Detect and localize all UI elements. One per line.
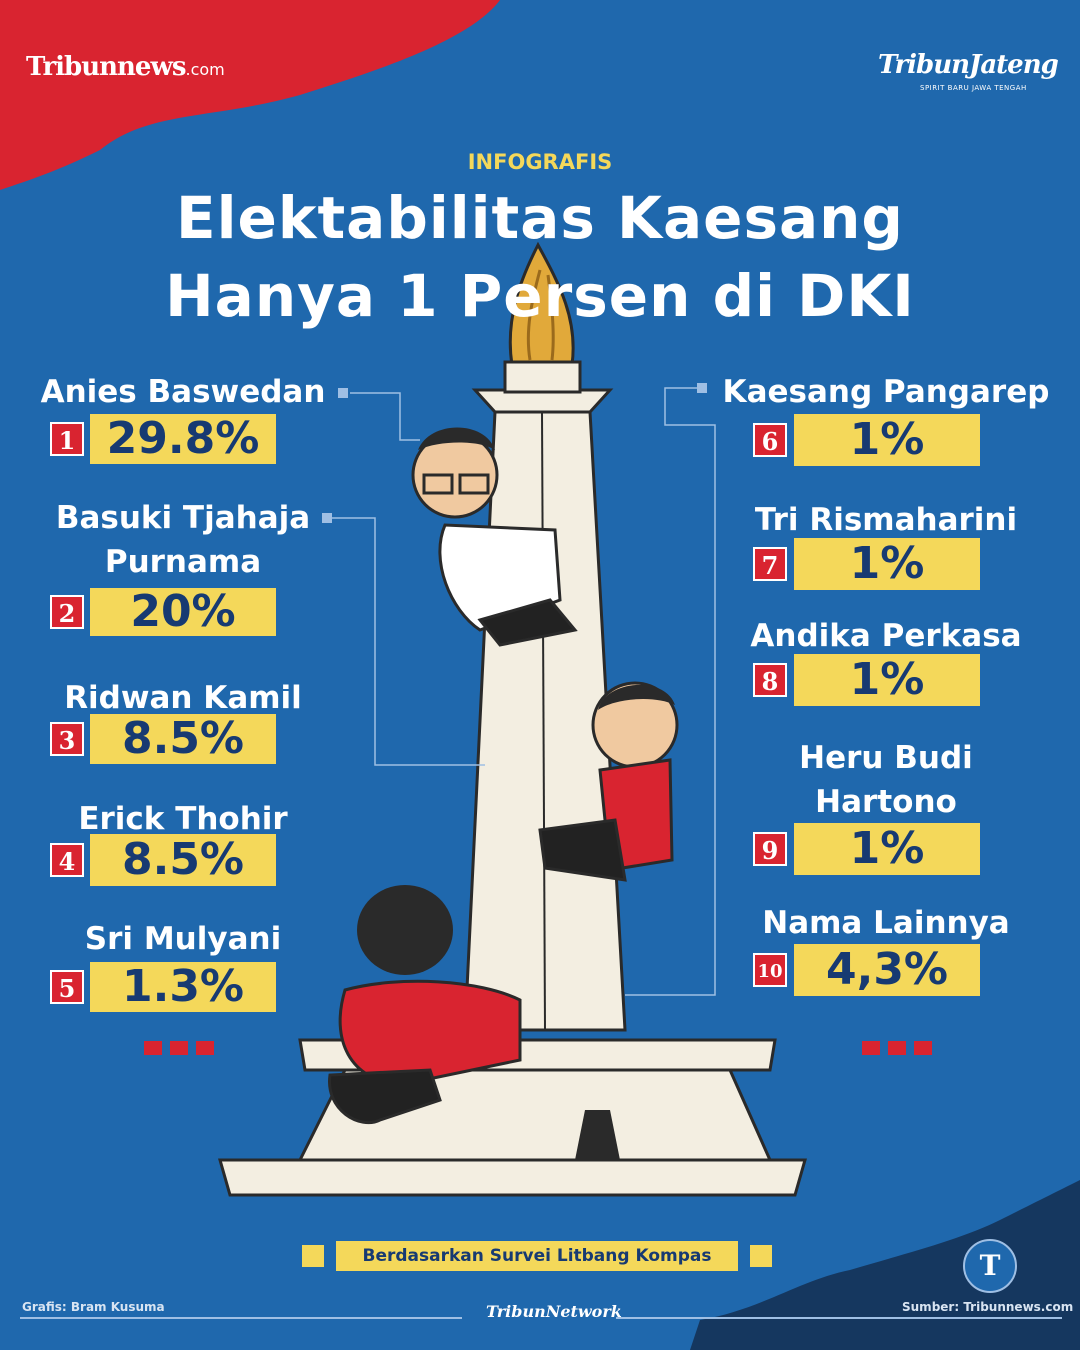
kicker-label: INFOGRAFIS xyxy=(467,150,613,174)
candidate-name-line: Tri Rismaharini xyxy=(754,502,1018,538)
candidate-name-line: Hartono xyxy=(815,784,957,820)
value-label-1: 29.8% xyxy=(90,414,276,464)
rank-badge-2: 2 xyxy=(50,595,84,629)
value-label-5: 1.3% xyxy=(90,962,276,1012)
candidate-name-line: Purnama xyxy=(104,544,262,580)
candidate-name-9: Heru Budi Hartono xyxy=(686,736,1080,824)
rank-badge-8: 8 xyxy=(753,663,787,697)
candidate-name-line: Anies Baswedan xyxy=(40,374,326,410)
value-label-4: 8.5% xyxy=(90,834,276,886)
navy-corner-shape xyxy=(690,1180,1080,1350)
tribunjateng-tagline: SPIRIT BARU JAWA TENGAH xyxy=(920,84,1027,92)
candidate-name-line: Erick Thohir xyxy=(78,801,288,837)
rank-badge-5: 5 xyxy=(50,970,84,1004)
candidate-name-4: Erick Thohir xyxy=(0,797,383,841)
candidate-name-6: Kaesang Pangarep xyxy=(686,370,1080,414)
rank-badge-10: 10 xyxy=(753,953,787,987)
candidate-name-line: Sri Mulyani xyxy=(84,921,282,957)
rank-badge-7: 7 xyxy=(753,547,787,581)
source-credit: Sumber: Tribunnews.com xyxy=(902,1300,1074,1314)
value-label-8: 1% xyxy=(794,654,980,706)
value-label-6: 1% xyxy=(794,414,980,466)
candidate-name-line: Ridwan Kamil xyxy=(64,680,302,716)
graphic-credit: Grafis: Bram Kusuma xyxy=(22,1300,165,1314)
tribunjateng-logo: TribunJateng xyxy=(878,50,1059,80)
survey-source-note: Berdasarkan Survei Litbang Kompas xyxy=(336,1241,738,1271)
monas-illustration xyxy=(218,241,807,1197)
t-logo-icon: T xyxy=(979,1249,1001,1282)
connector-dot-1 xyxy=(338,388,348,398)
candidate-name-10: Nama Lainnya xyxy=(686,901,1080,945)
rank-badge-1: 1 xyxy=(50,422,84,456)
candidate-name-line: Kaesang Pangarep xyxy=(722,374,1050,410)
candidate-name-line: Nama Lainnya xyxy=(762,905,1010,941)
candidate-name-5: Sri Mulyani xyxy=(0,917,383,961)
candidate-name-7: Tri Rismaharini xyxy=(686,498,1080,542)
value-label-7: 1% xyxy=(794,538,980,590)
rank-badge-6: 6 xyxy=(753,423,787,457)
right-ellipsis-marker xyxy=(862,1041,932,1055)
left-ellipsis-marker xyxy=(144,1041,214,1055)
candidate-name-line: Andika Perkasa xyxy=(750,618,1022,654)
candidate-name-8: Andika Perkasa xyxy=(686,614,1080,658)
rank-badge-4: 4 xyxy=(50,843,84,877)
note-square-left xyxy=(302,1245,324,1267)
candidate-name-2: Basuki Tjahaja Purnama xyxy=(0,496,383,584)
candidate-name-line: Heru Budi xyxy=(799,740,973,776)
note-square-right xyxy=(750,1245,772,1267)
value-label-10: 4,3% xyxy=(794,944,980,996)
candidate-name-line: Basuki Tjahaja xyxy=(55,500,311,536)
connector-dot-6 xyxy=(697,383,707,393)
t-logo-circle xyxy=(963,1239,1017,1293)
tribunnews-logo: Tribunnews.com xyxy=(26,52,225,82)
tribunnetwork-logo: TribunNetwork xyxy=(486,1302,622,1321)
candidate-name-3: Ridwan Kamil xyxy=(0,676,383,720)
value-label-9: 1% xyxy=(794,823,980,875)
value-label-3: 8.5% xyxy=(90,714,276,764)
rank-badge-9: 9 xyxy=(753,832,787,866)
connector-dot-2 xyxy=(322,513,332,523)
red-corner-shape xyxy=(0,0,500,190)
value-label-2: 20% xyxy=(90,588,276,636)
candidate-name-1: Anies Baswedan xyxy=(0,370,383,414)
title-line-2: Hanya 1 Persen di DKI xyxy=(165,262,915,330)
connector-lines xyxy=(332,387,716,996)
rank-badge-3: 3 xyxy=(50,722,84,756)
title-line-1: Elektabilitas Kaesang xyxy=(176,184,904,252)
